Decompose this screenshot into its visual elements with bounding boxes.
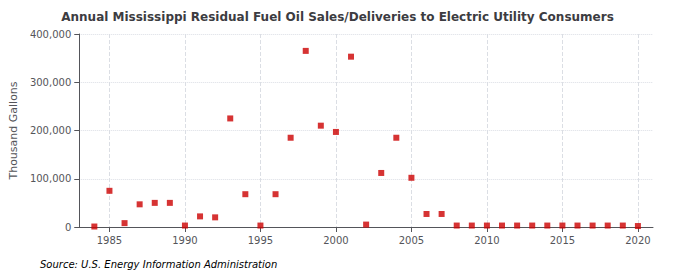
svg-text:Source: U.S. Energy Informatio: Source: U.S. Energy Information Administ…	[40, 259, 277, 270]
svg-text:2000: 2000	[323, 235, 348, 246]
svg-text:0: 0	[65, 222, 71, 233]
svg-text:Annual Mississippi Residual Fu: Annual Mississippi Residual Fuel Oil Sal…	[61, 10, 614, 24]
svg-text:1985: 1985	[97, 235, 122, 246]
svg-text:2020: 2020	[625, 235, 650, 246]
svg-text:Thousand Gallons: Thousand Gallons	[7, 81, 20, 180]
svg-text:2010: 2010	[474, 235, 499, 246]
svg-text:200,000: 200,000	[30, 125, 71, 136]
svg-text:2005: 2005	[399, 235, 424, 246]
svg-text:400,000: 400,000	[30, 29, 71, 40]
svg-text:300,000: 300,000	[30, 77, 71, 88]
svg-text:100,000: 100,000	[30, 173, 71, 184]
svg-text:1995: 1995	[248, 235, 273, 246]
svg-text:2015: 2015	[550, 235, 575, 246]
svg-text:1990: 1990	[172, 235, 197, 246]
